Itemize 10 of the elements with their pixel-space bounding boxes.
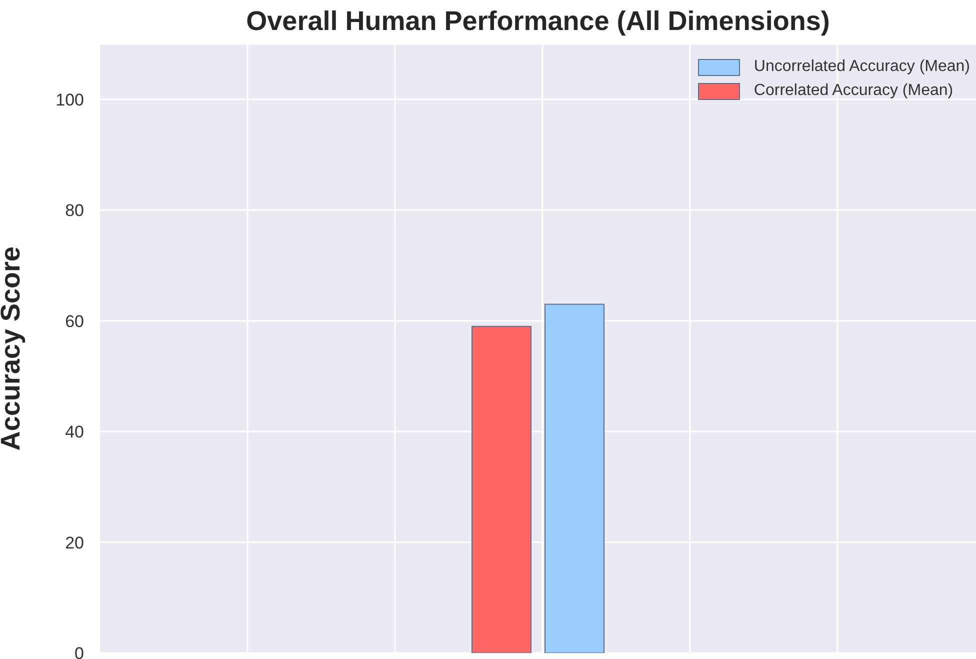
y-tick-label: 80 (65, 201, 84, 220)
y-tick-label: 40 (65, 422, 84, 442)
legend-label: Correlated Accuracy (Mean) (754, 82, 954, 100)
y-tick-label: 100 (56, 90, 84, 110)
legend-label: Uncorrelated Accuracy (Mean) (754, 58, 970, 76)
y-tick-label: 20 (65, 533, 84, 552)
y-tick-label: 0 (74, 644, 84, 659)
y-tick-label: 60 (65, 312, 84, 331)
y-axis-title: Accuracy Score (0, 246, 26, 451)
chart-title: Overall Human Performance (All Dimensions) (245, 6, 831, 37)
